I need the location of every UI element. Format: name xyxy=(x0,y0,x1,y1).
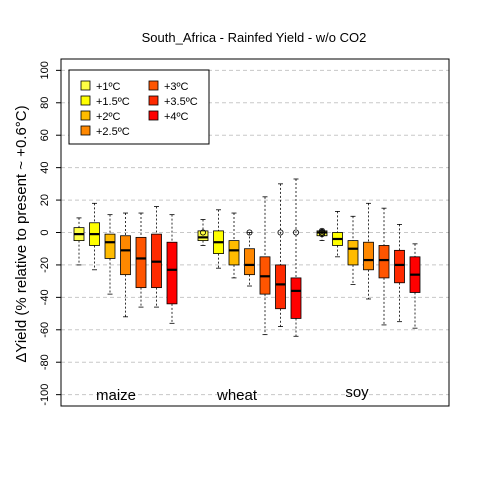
y-tick-label: 100 xyxy=(39,61,51,79)
box-iqr xyxy=(290,277,302,319)
box-wheat-1 xyxy=(213,209,224,269)
legend-item: +4ºC xyxy=(148,110,189,123)
legend-item: +2.5ºC xyxy=(80,125,130,138)
y-axis-label: ΔYield (% relative to present ~ +0.6°C) xyxy=(13,105,30,362)
legend-swatch xyxy=(80,80,91,91)
box-maize-3 xyxy=(120,212,131,318)
legend-swatch xyxy=(148,80,159,91)
legend-swatch xyxy=(148,110,159,121)
box-soy-0 xyxy=(316,227,328,242)
box-iqr xyxy=(244,248,255,276)
box-wheat-4 xyxy=(259,196,271,336)
y-tick-label: 80 xyxy=(39,97,51,109)
legend-label: +2.5ºC xyxy=(96,126,130,138)
legend-box xyxy=(68,69,210,145)
legend-label: +1.5ºC xyxy=(96,96,130,108)
outlier-point xyxy=(277,229,284,236)
box-series xyxy=(73,178,421,337)
box-soy-6 xyxy=(409,243,421,329)
legend-swatch xyxy=(80,125,91,136)
legend-item: +3.5ºC xyxy=(148,95,198,108)
box-iqr xyxy=(394,249,405,284)
box-wheat-5 xyxy=(275,183,286,327)
box-iqr xyxy=(104,233,116,259)
box-maize-1 xyxy=(89,202,100,271)
box-iqr xyxy=(275,264,286,310)
legend-item: +3ºC xyxy=(148,80,189,93)
legend-swatch xyxy=(148,95,159,106)
box-soy-1 xyxy=(332,211,343,258)
box-soy-3 xyxy=(363,202,374,300)
y-tick-label: -40 xyxy=(39,289,51,305)
plot-frame xyxy=(60,58,450,407)
box-wheat-2 xyxy=(228,212,240,279)
y-tick-label: 20 xyxy=(39,194,51,206)
group-label-maize: maize xyxy=(96,387,136,404)
group-labels: maize wheat soy xyxy=(96,384,369,404)
legend-item: +1ºC xyxy=(80,80,121,93)
legend-label: +3ºC xyxy=(164,81,189,93)
box-maize-2 xyxy=(104,214,116,295)
y-tick-label: -20 xyxy=(39,257,51,273)
group-label-soy: soy xyxy=(345,384,369,401)
box-maize-4 xyxy=(135,212,147,308)
outlier-point xyxy=(246,229,253,236)
box-wheat-0 xyxy=(197,219,209,246)
legend-item: +2ºC xyxy=(80,110,121,123)
legend-label: +2ºC xyxy=(96,111,121,123)
legend-label: +1ºC xyxy=(96,81,121,93)
y-tick-label: -100 xyxy=(39,384,51,406)
box-soy-2 xyxy=(347,215,359,285)
outlier-point xyxy=(318,229,325,236)
box-iqr xyxy=(135,236,147,289)
y-tick-label: 40 xyxy=(39,162,51,174)
legend-swatch xyxy=(80,110,91,121)
box-iqr xyxy=(347,240,359,266)
box-wheat-3 xyxy=(244,229,255,287)
y-tick-label: -80 xyxy=(39,354,51,370)
box-soy-4 xyxy=(378,207,390,326)
outlier-point xyxy=(199,229,206,236)
box-maize-5 xyxy=(151,206,162,308)
legend-item: +1.5ºC xyxy=(80,95,130,108)
outlier-point xyxy=(318,227,325,234)
box-maize-6 xyxy=(166,214,178,324)
legend-label: +4ºC xyxy=(164,111,189,123)
y-tick-label: 60 xyxy=(39,129,51,141)
box-soy-5 xyxy=(394,223,405,323)
box-iqr xyxy=(228,240,240,266)
y-axis: -100 -80 -60 -40 -20 0 20 40 60 80 100 xyxy=(39,61,61,406)
box-iqr xyxy=(166,241,178,305)
box-iqr xyxy=(363,241,374,271)
box-wheat-6 xyxy=(290,178,302,337)
outlier-point xyxy=(292,229,299,236)
box-maize-0 xyxy=(73,217,85,266)
y-tick-label: 0 xyxy=(39,229,51,235)
legend-label: +3.5ºC xyxy=(164,96,198,108)
y-tick-label: -60 xyxy=(39,322,51,338)
box-iqr xyxy=(197,230,209,242)
box-iqr xyxy=(120,235,131,276)
box-iqr xyxy=(378,245,390,279)
legend: +1ºC +1.5ºC +2ºC +2.5ºC +3ºC +3.5ºC +4ºC xyxy=(68,69,210,145)
group-label-wheat: wheat xyxy=(216,387,258,404)
legend-swatch xyxy=(80,95,91,106)
chart-title: South_Africa - Rainfed Yield - w/o CO2 xyxy=(142,30,367,45)
outlier-point xyxy=(318,231,325,238)
